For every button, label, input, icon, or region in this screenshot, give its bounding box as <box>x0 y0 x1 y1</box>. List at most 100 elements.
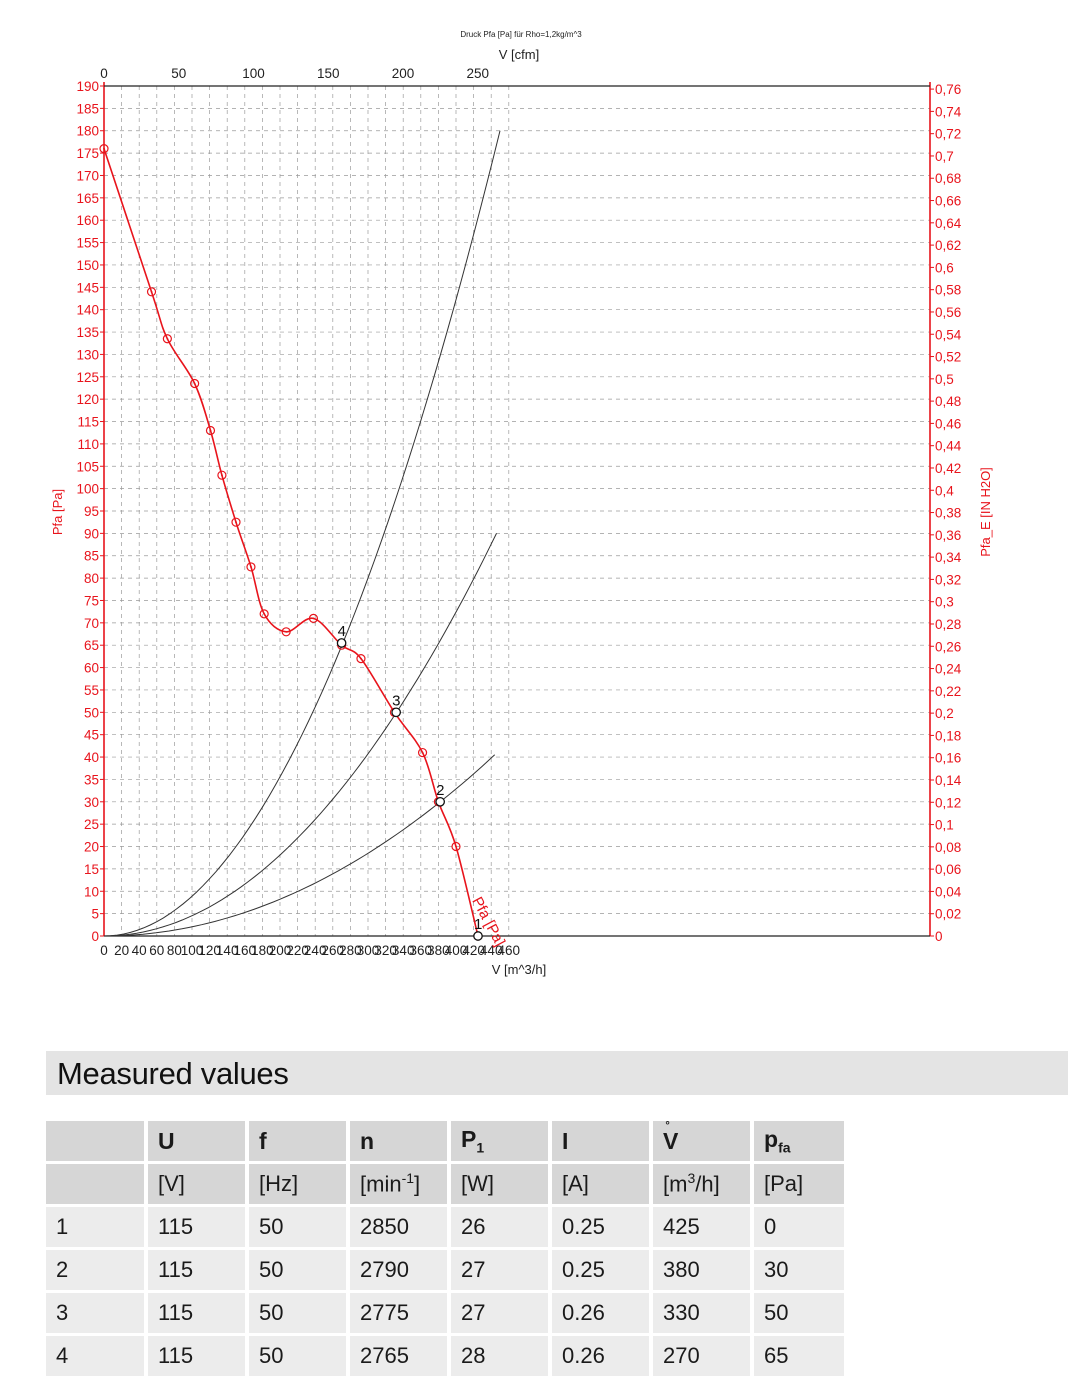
measurement-marker-dot <box>312 617 315 620</box>
unit-cell: [Hz] <box>249 1164 350 1204</box>
y2-tick-label: 0,52 <box>935 350 961 365</box>
measurement-marker <box>281 627 291 637</box>
data-series: Pfa [Pa] <box>99 144 508 949</box>
ring-accent-icon: ° <box>665 1119 670 1132</box>
y2-tick-label: 0,64 <box>935 216 962 231</box>
y-tick-label: 35 <box>84 772 99 787</box>
x2-tick-label: 0 <box>100 66 108 81</box>
x-tick-label: 20 <box>114 943 129 958</box>
y-tick-label: 100 <box>76 482 99 497</box>
y-tick-label: 40 <box>84 750 99 765</box>
table-cell: 2850 <box>350 1207 451 1247</box>
y2-tick-label: 0,66 <box>935 194 961 209</box>
x-tick-label: 460 <box>498 943 521 958</box>
measured-values-table: U f n P1 I V ° pfa [V] [Hz] [min-1] [W] [… <box>46 1119 848 1376</box>
y-tick-label: 135 <box>76 325 99 340</box>
y2-tick-label: 0,5 <box>935 372 954 387</box>
header-cell: pfa <box>754 1121 848 1161</box>
measurement-marker-dot <box>285 630 288 633</box>
y-tick-label: 120 <box>76 392 99 407</box>
y-tick-label: 25 <box>84 817 99 832</box>
measurement-marker <box>162 334 172 344</box>
unit-cell: [min-1] <box>350 1164 451 1204</box>
measurement-marker-dot <box>360 657 362 660</box>
measurement-marker-dot <box>421 751 424 754</box>
x-tick-label: 360 <box>410 943 433 958</box>
x-tick-label: 420 <box>462 943 485 958</box>
table-cell: 0.26 <box>552 1336 653 1376</box>
y-tick-label: 0 <box>91 929 99 944</box>
x-tick-label: 320 <box>374 943 397 958</box>
y-tick-label: 20 <box>84 840 99 855</box>
y-tick-label: 185 <box>76 101 99 116</box>
table-cell: 425 <box>653 1207 754 1247</box>
y-tick-label: 5 <box>91 907 99 922</box>
table-cell: 115 <box>148 1336 249 1376</box>
x-tick-label: 240 <box>304 943 327 958</box>
measurement-marker <box>417 747 428 758</box>
table-cell: 0.26 <box>552 1293 653 1333</box>
table-cell: 28 <box>451 1336 552 1376</box>
y2-tick-label: 0,36 <box>935 528 961 543</box>
header-cell: n <box>350 1121 451 1161</box>
y2-tick-label: 0,32 <box>935 572 961 587</box>
x2-tick-label: 50 <box>171 66 186 81</box>
table-cell: 50 <box>249 1336 350 1376</box>
x2-axis-label: V [cfm] <box>499 47 539 62</box>
unit-cell <box>46 1164 148 1204</box>
y-tick-label: 110 <box>77 437 99 452</box>
measurement-marker-dot <box>166 337 169 340</box>
table-cell: 50 <box>249 1293 350 1333</box>
header-cell <box>46 1121 148 1161</box>
x-tick-label: 100 <box>181 943 204 958</box>
fan-performance-chart: Druck Pfa [Pa] für Rho=1,2kg/m^3 V [cfm]… <box>50 30 993 977</box>
header-cell: f <box>249 1121 350 1161</box>
table-row: 1 115 50 2850 26 0.25 425 0 <box>46 1207 848 1247</box>
measurement-marker <box>217 470 227 480</box>
table-units-row: [V] [Hz] [min-1] [W] [A] [m3/h] [Pa] <box>46 1164 848 1204</box>
system-curve <box>103 130 501 937</box>
pfa-curve <box>103 148 479 937</box>
table-cell: 330 <box>653 1293 754 1333</box>
y-tick-label: 70 <box>84 616 99 631</box>
header-cell: I <box>552 1121 653 1161</box>
table-cell: 50 <box>754 1293 848 1333</box>
y2-tick-label: 0,7 <box>935 149 954 164</box>
table-cell: 115 <box>148 1207 249 1247</box>
y-tick-label: 150 <box>76 258 99 273</box>
table-cell: 50 <box>249 1207 350 1247</box>
x-tick-label: 140 <box>216 943 239 958</box>
system-curve <box>103 754 496 937</box>
table-cell: 2 <box>46 1250 148 1290</box>
table-cell: 2765 <box>350 1336 451 1376</box>
header-cell: U <box>148 1121 249 1161</box>
measurement-marker-dot <box>263 612 266 615</box>
table-row: 2 115 50 2790 27 0.25 380 30 <box>46 1250 848 1290</box>
y2-tick-label: 0,48 <box>935 394 961 409</box>
y-tick-label: 10 <box>84 884 99 899</box>
y-tick-label: 95 <box>84 504 99 519</box>
table-cell: 30 <box>754 1250 848 1290</box>
measurement-marker-dot <box>221 474 223 477</box>
measurement-marker <box>146 287 157 297</box>
x-tick-label: 200 <box>269 943 292 958</box>
measurement-marker <box>308 613 319 623</box>
header-pfa: p <box>764 1126 779 1153</box>
y-tick-label: 190 <box>76 79 99 94</box>
operating-point-label: 2 <box>436 782 444 799</box>
y2-tick-label: 0,26 <box>935 639 961 654</box>
y2-tick-label: 0,6 <box>935 260 954 275</box>
y2-tick-label: 0,72 <box>935 127 961 142</box>
measurement-marker <box>205 425 216 436</box>
x-tick-label: 160 <box>234 943 257 958</box>
y-tick-label: 85 <box>84 549 99 564</box>
unit-cell: [W] <box>451 1164 552 1204</box>
header-pfa-sub: fa <box>778 1139 791 1156</box>
measurement-marker <box>259 609 269 619</box>
unit-cell: [A] <box>552 1164 653 1204</box>
x-tick-label: 400 <box>445 943 468 958</box>
y2-tick-label: 0,74 <box>935 104 962 119</box>
measurement-marker-dot <box>150 290 153 293</box>
chart-title: Druck Pfa [Pa] für Rho=1,2kg/m^3 <box>460 30 582 39</box>
operating-point-label: 4 <box>338 623 346 640</box>
